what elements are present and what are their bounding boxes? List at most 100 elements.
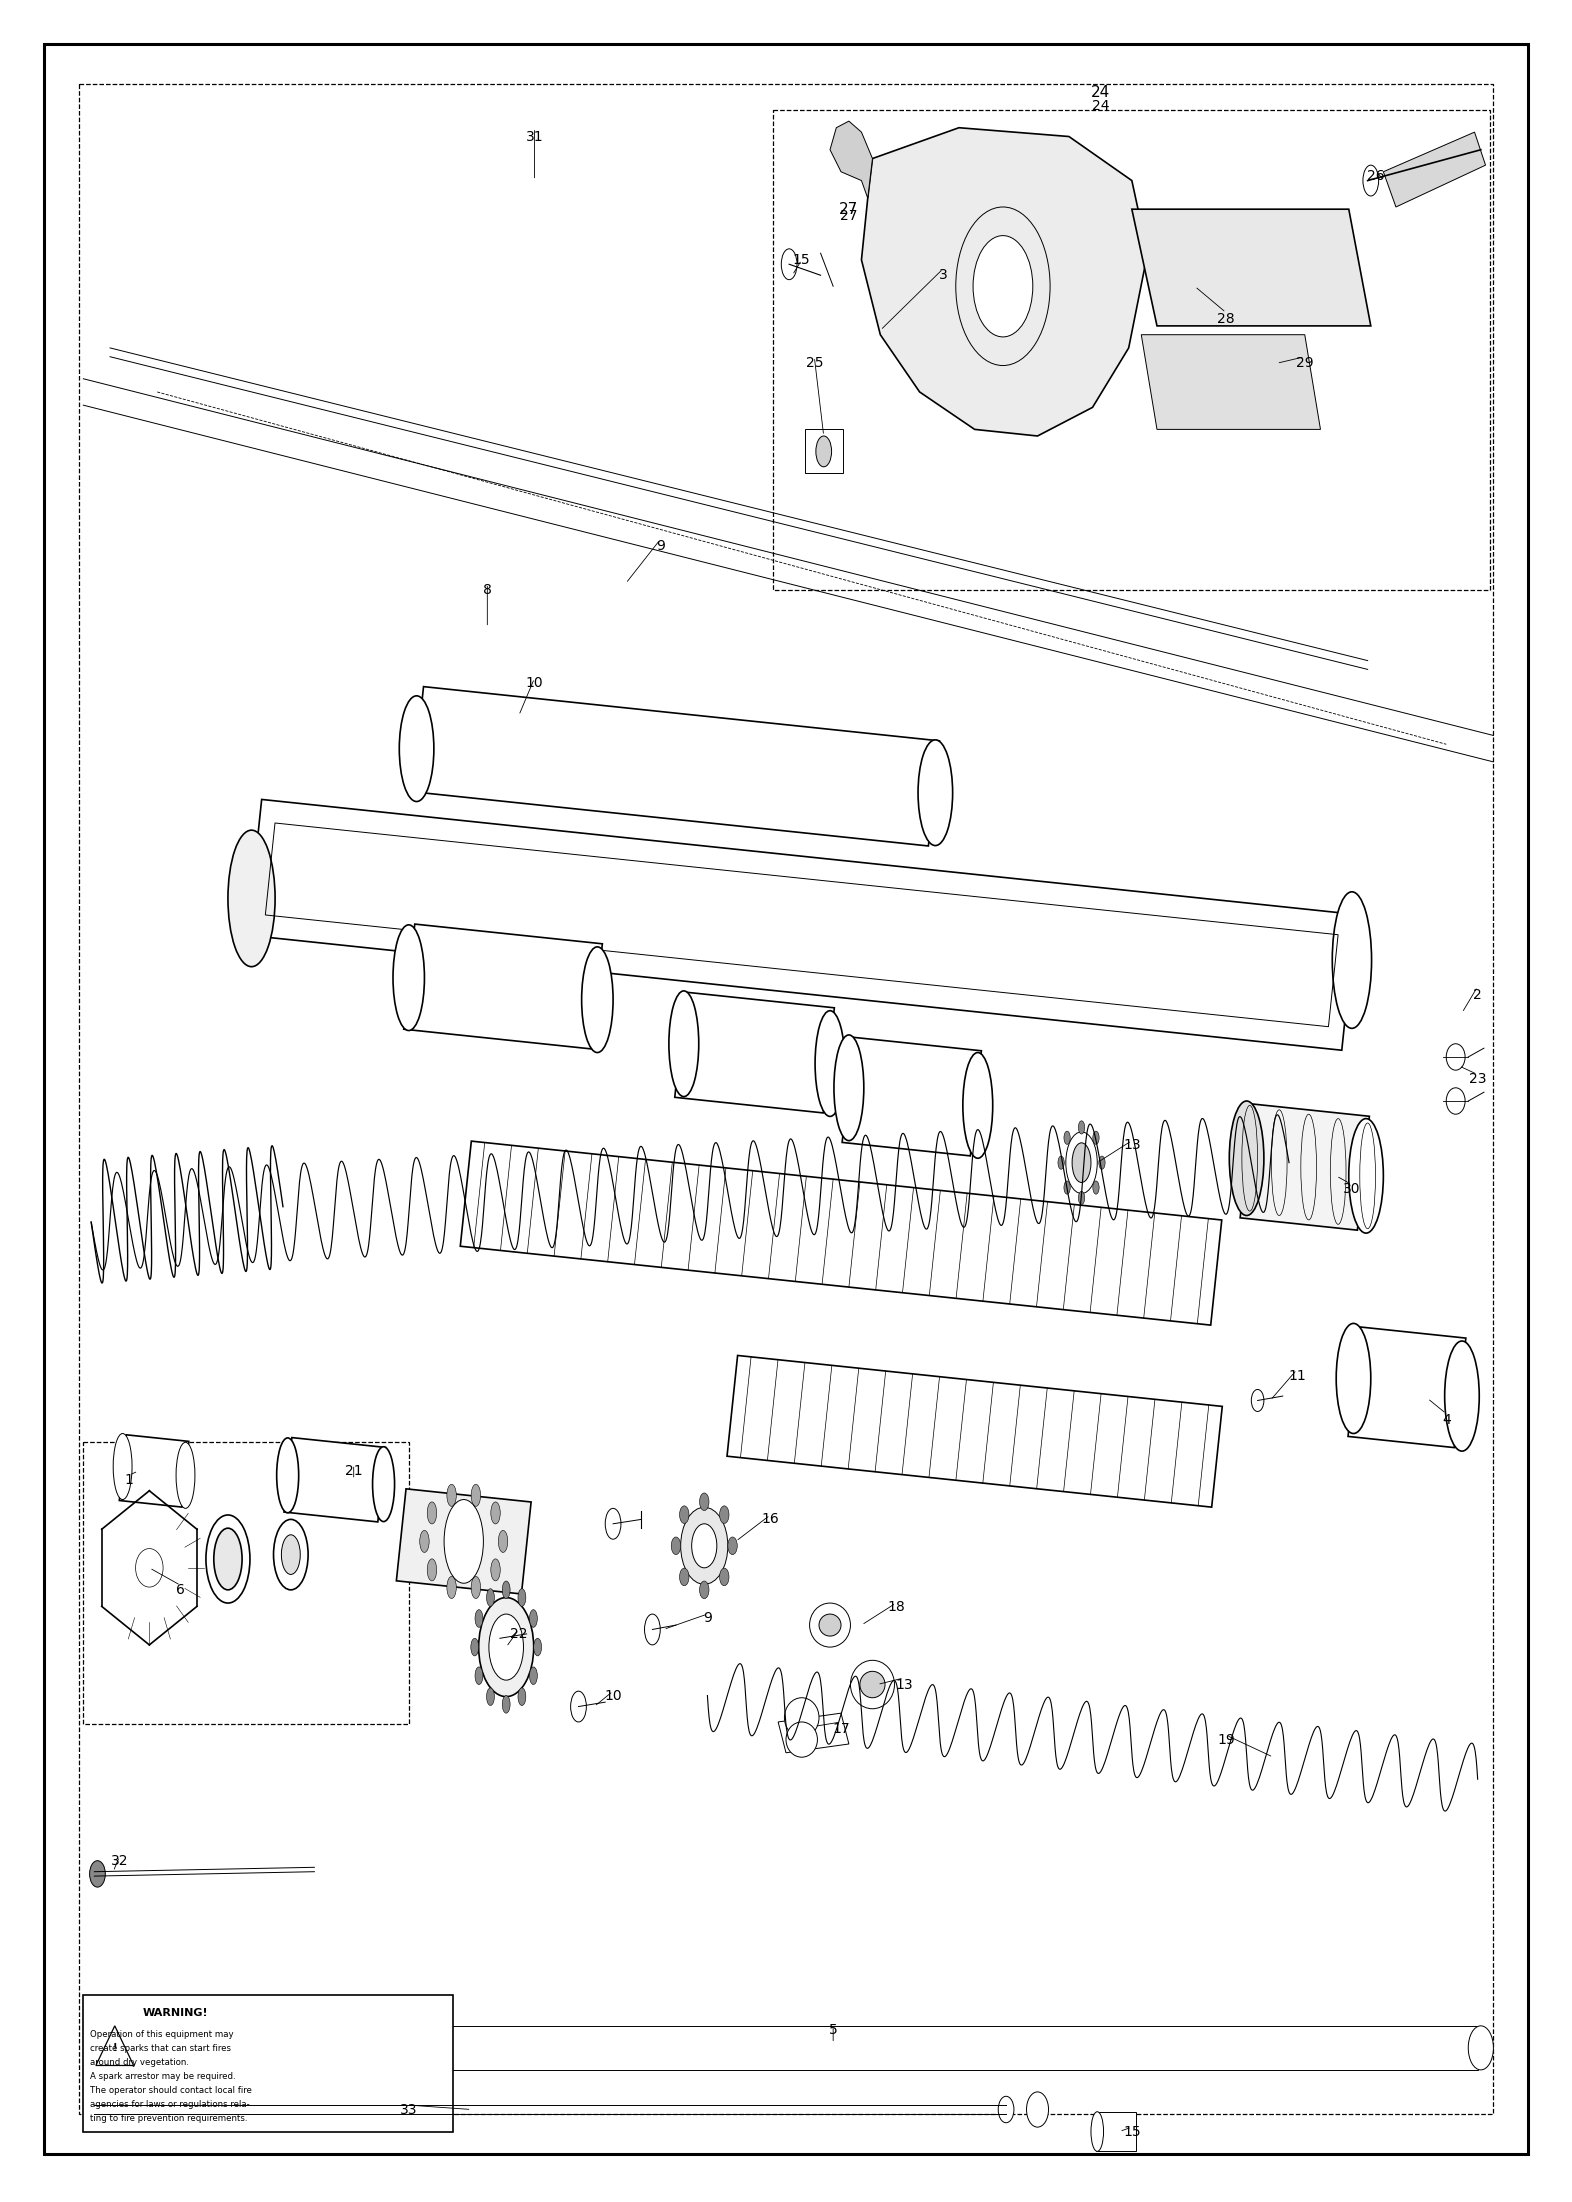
Ellipse shape (998, 2096, 1014, 2123)
Polygon shape (285, 1438, 385, 1522)
Ellipse shape (1027, 2092, 1049, 2127)
Ellipse shape (835, 1035, 865, 1141)
Text: 1: 1 (124, 1473, 134, 1486)
Ellipse shape (671, 1537, 681, 1555)
Ellipse shape (973, 236, 1033, 337)
Ellipse shape (519, 1588, 525, 1605)
Ellipse shape (1445, 1341, 1479, 1451)
Text: 4: 4 (1442, 1414, 1451, 1427)
Text: 6: 6 (176, 1583, 185, 1596)
Ellipse shape (1446, 1044, 1465, 1070)
Text: agencies for laws or regulations rela-: agencies for laws or regulations rela- (90, 2101, 250, 2110)
Ellipse shape (692, 1524, 717, 1568)
Text: 21: 21 (344, 1464, 363, 1478)
Ellipse shape (1333, 892, 1372, 1028)
Ellipse shape (135, 1548, 163, 1588)
Text: A spark arrestor may be required.: A spark arrestor may be required. (90, 2072, 236, 2081)
Ellipse shape (281, 1535, 300, 1574)
Ellipse shape (420, 1530, 429, 1552)
Polygon shape (1240, 1103, 1369, 1231)
Ellipse shape (498, 1530, 508, 1552)
Ellipse shape (571, 1691, 586, 1722)
Ellipse shape (490, 1559, 500, 1581)
Polygon shape (461, 1141, 1221, 1326)
Ellipse shape (1093, 1180, 1099, 1193)
Ellipse shape (645, 1614, 660, 1645)
Text: 29: 29 (1295, 357, 1314, 370)
Ellipse shape (1349, 1119, 1383, 1233)
Polygon shape (396, 1489, 531, 1594)
Ellipse shape (519, 1689, 525, 1707)
Ellipse shape (503, 1696, 511, 1713)
Ellipse shape (176, 1442, 195, 1508)
Ellipse shape (700, 1581, 709, 1599)
Ellipse shape (1363, 165, 1379, 196)
Ellipse shape (700, 1493, 709, 1511)
Text: 30: 30 (1342, 1182, 1361, 1196)
Text: ting to fire prevention requirements.: ting to fire prevention requirements. (90, 2114, 247, 2123)
Text: around dry vegetation.: around dry vegetation. (90, 2059, 189, 2068)
Ellipse shape (1229, 1101, 1264, 1216)
Ellipse shape (446, 1577, 456, 1599)
Ellipse shape (428, 1559, 437, 1581)
Polygon shape (412, 687, 940, 846)
Ellipse shape (728, 1537, 737, 1555)
Polygon shape (778, 1713, 849, 1753)
Ellipse shape (492, 1623, 508, 1654)
Ellipse shape (1091, 2112, 1104, 2151)
Ellipse shape (1251, 1389, 1264, 1411)
Text: 19: 19 (1217, 1733, 1236, 1746)
Text: 16: 16 (761, 1513, 780, 1526)
Text: 11: 11 (1287, 1370, 1306, 1383)
Text: !: ! (113, 2043, 116, 2052)
Ellipse shape (503, 1581, 511, 1599)
Ellipse shape (530, 1610, 538, 1627)
Text: 28: 28 (1217, 313, 1236, 326)
Ellipse shape (1064, 1180, 1071, 1193)
Text: 5: 5 (828, 2024, 838, 2037)
Ellipse shape (810, 1603, 850, 1647)
Ellipse shape (679, 1568, 689, 1585)
Text: 13: 13 (894, 1678, 913, 1691)
Ellipse shape (816, 436, 832, 467)
Ellipse shape (428, 1502, 437, 1524)
Ellipse shape (819, 1614, 841, 1636)
Ellipse shape (445, 1500, 484, 1583)
Polygon shape (96, 2026, 134, 2065)
Polygon shape (1383, 132, 1486, 207)
Polygon shape (861, 128, 1148, 436)
Ellipse shape (446, 1484, 456, 1506)
Ellipse shape (781, 249, 797, 280)
Ellipse shape (816, 1011, 846, 1116)
Polygon shape (1141, 335, 1320, 429)
Ellipse shape (373, 1447, 395, 1522)
Ellipse shape (1093, 1132, 1099, 1145)
Text: 2: 2 (1473, 989, 1482, 1002)
Text: 27: 27 (839, 203, 858, 216)
Text: Operation of this equipment may: Operation of this equipment may (90, 2030, 233, 2039)
Polygon shape (674, 993, 835, 1112)
Ellipse shape (530, 1667, 538, 1685)
Bar (773, 110, 1490, 590)
Polygon shape (1349, 1328, 1465, 1447)
Ellipse shape (1066, 1132, 1097, 1193)
Polygon shape (1132, 209, 1371, 326)
Ellipse shape (214, 1528, 242, 1590)
Bar (83, 1995, 453, 2132)
Text: 13: 13 (1122, 1138, 1141, 1152)
Text: The operator should contact local fire: The operator should contact local fire (90, 2085, 252, 2096)
Text: create sparks that can start fires: create sparks that can start fires (90, 2043, 231, 2052)
Ellipse shape (472, 1638, 478, 1656)
Ellipse shape (475, 1667, 483, 1685)
Ellipse shape (472, 1577, 481, 1599)
Polygon shape (843, 1037, 981, 1156)
Ellipse shape (490, 1502, 500, 1524)
Ellipse shape (393, 925, 424, 1031)
Text: 9: 9 (656, 539, 665, 553)
Ellipse shape (1064, 1132, 1071, 1145)
Ellipse shape (582, 947, 613, 1053)
Ellipse shape (489, 1614, 523, 1680)
Text: 18: 18 (887, 1601, 905, 1614)
Text: 33: 33 (399, 2103, 418, 2116)
Ellipse shape (1099, 1156, 1105, 1169)
